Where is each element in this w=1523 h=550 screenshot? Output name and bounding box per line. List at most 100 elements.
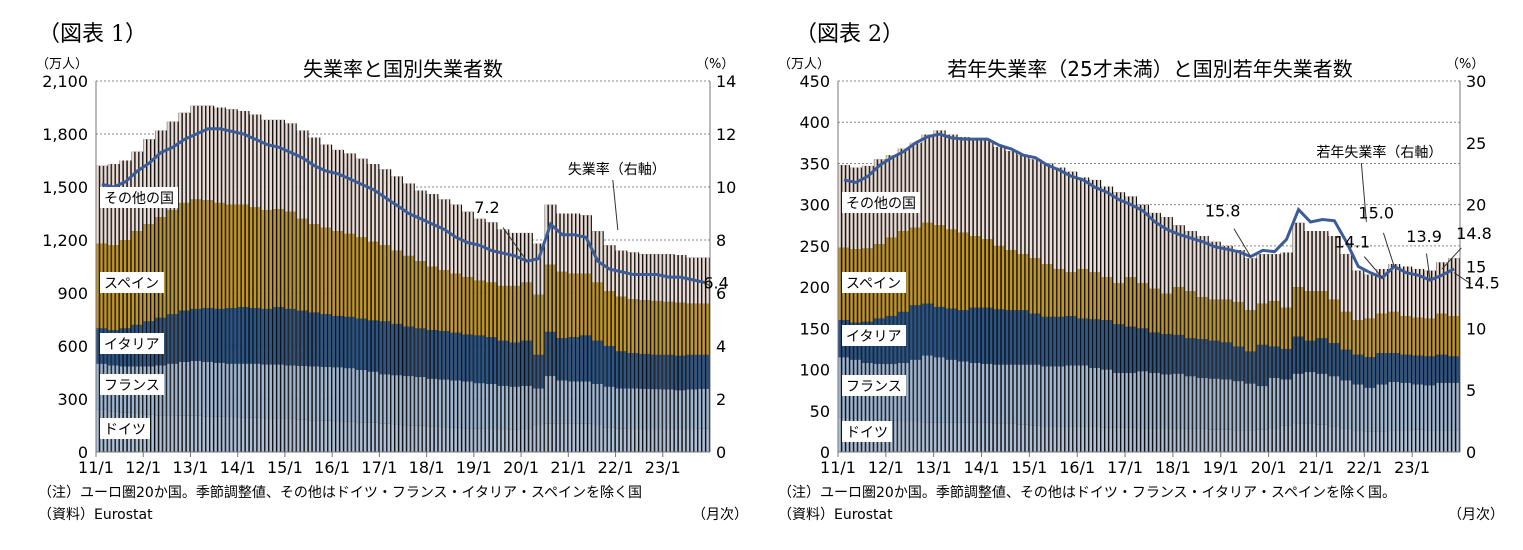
bar-segment-italy bbox=[678, 355, 682, 391]
bar-segment-italy bbox=[838, 320, 841, 358]
bar-segment-other bbox=[1053, 167, 1057, 269]
bar-segment-germany bbox=[501, 429, 505, 452]
bar-segment-italy bbox=[1149, 332, 1152, 373]
bar-segment-france bbox=[1197, 377, 1200, 429]
bar-segment-germany bbox=[572, 423, 576, 452]
bar-segment-italy bbox=[1320, 338, 1324, 374]
chart-1 bbox=[95, 80, 712, 457]
x-tick-label: 12/1 bbox=[868, 458, 904, 477]
bar-segment-france bbox=[1169, 374, 1172, 429]
bar-segment-france bbox=[1221, 379, 1224, 430]
bar-segment-spain bbox=[1268, 301, 1272, 347]
bar-segment-germany bbox=[1420, 429, 1423, 452]
bar-segment-france bbox=[1161, 374, 1164, 429]
bar-segment-france bbox=[171, 363, 174, 416]
bar-segment-spain bbox=[458, 273, 461, 333]
right-tick-label: 0 bbox=[1466, 443, 1476, 462]
bar-segment-germany bbox=[1121, 427, 1124, 452]
bar-segment-france bbox=[482, 383, 485, 429]
bar-segment-germany bbox=[489, 429, 493, 452]
bar-segment-italy bbox=[474, 335, 477, 384]
bar-segment-germany bbox=[509, 429, 513, 452]
bar-segment-france bbox=[1205, 377, 1208, 429]
bar-segment-germany bbox=[525, 428, 528, 452]
x-tick-label: 22/1 bbox=[1346, 458, 1382, 477]
bar-segment-spain bbox=[1249, 310, 1252, 352]
bar-segment-italy bbox=[513, 342, 516, 387]
x-tick-label: 20/1 bbox=[503, 458, 539, 477]
bar-segment-germany bbox=[663, 429, 666, 452]
bar-segment-italy bbox=[957, 310, 961, 362]
bar-segment-france bbox=[1069, 365, 1073, 427]
bar-segment-other bbox=[1097, 179, 1100, 273]
bar-segment-france bbox=[910, 359, 913, 422]
bar-segment-other bbox=[572, 213, 576, 274]
bar-segment-spain bbox=[993, 245, 997, 310]
bar-segment-germany bbox=[922, 422, 925, 452]
bar-segment-france bbox=[367, 371, 371, 423]
bar-segment-italy bbox=[647, 353, 650, 389]
bar-segment-other bbox=[922, 134, 925, 223]
bar-segment-france bbox=[631, 388, 635, 430]
bar-segment-france bbox=[257, 363, 261, 418]
bar-segment-spain bbox=[1280, 307, 1284, 349]
bar-segment-spain bbox=[1432, 318, 1435, 357]
bar-segment-france bbox=[541, 388, 544, 426]
bar-segment-france bbox=[1372, 387, 1376, 432]
bar-segment-spain bbox=[1217, 299, 1220, 341]
bar-segment-germany bbox=[1001, 423, 1005, 452]
bar-segment-other bbox=[304, 130, 308, 219]
bar-segment-italy bbox=[497, 340, 501, 386]
bar-segment-france bbox=[1316, 373, 1320, 425]
bar-segment-other bbox=[1181, 225, 1184, 288]
bar-segment-spain bbox=[1101, 277, 1104, 321]
bar-segment-italy bbox=[458, 332, 461, 381]
bar-segment-france bbox=[1249, 383, 1252, 431]
bar-segment-other bbox=[619, 250, 623, 297]
bar-segment-germany bbox=[1041, 426, 1045, 452]
bar-segment-germany bbox=[218, 416, 221, 452]
bar-segment-spain bbox=[965, 232, 969, 311]
bar-segment-spain bbox=[1013, 250, 1017, 311]
bar-segment-other bbox=[643, 254, 646, 301]
bar-segment-germany bbox=[474, 428, 477, 452]
bar-segment-italy bbox=[1284, 348, 1288, 380]
bar-segment-germany bbox=[1033, 425, 1037, 452]
bar-segment-france bbox=[190, 361, 194, 416]
bar-segment-germany bbox=[1312, 423, 1316, 452]
series-label-bg bbox=[100, 418, 150, 439]
bar-segment-france bbox=[1093, 367, 1097, 427]
bar-segment-germany bbox=[387, 423, 391, 452]
bar-segment-italy bbox=[953, 308, 957, 360]
bar-segment-spain bbox=[391, 250, 394, 324]
bar-segment-germany bbox=[1209, 429, 1212, 452]
bar-segment-other bbox=[517, 232, 520, 286]
bar-segment-spain bbox=[513, 285, 516, 343]
bar-segment-spain bbox=[466, 277, 469, 335]
bar-segment-italy bbox=[1025, 310, 1029, 365]
bar-segment-spain bbox=[619, 296, 623, 352]
bar-segment-italy bbox=[301, 310, 304, 366]
left-tick-label: 350 bbox=[799, 154, 830, 173]
bar-segment-italy bbox=[1404, 354, 1408, 383]
bar-segment-spain bbox=[1097, 272, 1100, 320]
bar-segment-germany bbox=[277, 418, 280, 452]
bar-segment-italy bbox=[1037, 313, 1041, 365]
bar-segment-spain bbox=[265, 209, 269, 309]
annotation-leader bbox=[703, 281, 712, 288]
bar-segment-italy bbox=[1424, 356, 1427, 386]
bar-segment-france bbox=[336, 367, 339, 422]
bar-segment-spain bbox=[285, 211, 288, 309]
bar-segment-france bbox=[1436, 382, 1439, 431]
bar-segment-france bbox=[486, 383, 489, 430]
bar-segment-france bbox=[690, 389, 694, 430]
chart-1-note: （注）ユーロ圏20か国。季節調整値、その他はドイツ・フランス・イタリア・スペイン… bbox=[38, 485, 642, 501]
bar-segment-spain bbox=[690, 303, 694, 355]
bar-segment-spain bbox=[450, 273, 454, 333]
bar-segment-germany bbox=[584, 423, 587, 452]
bar-segment-spain bbox=[1308, 291, 1312, 341]
bar-segment-france bbox=[1300, 373, 1304, 424]
bar-segment-spain bbox=[631, 299, 635, 354]
bar-segment-italy bbox=[663, 354, 666, 390]
bar-segment-other bbox=[1121, 192, 1124, 283]
